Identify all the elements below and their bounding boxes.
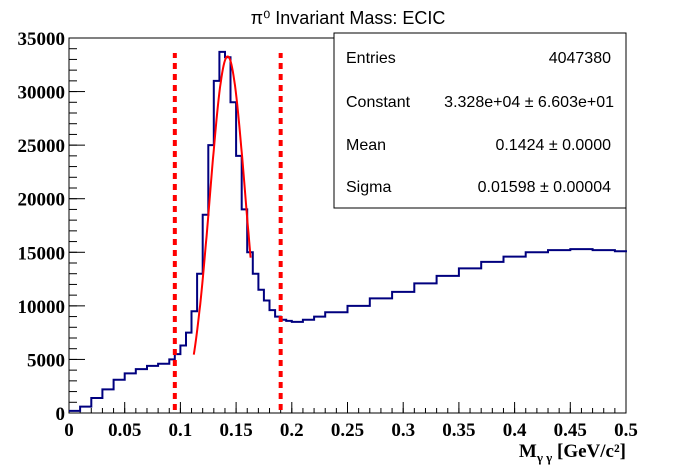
x-tick-label: 0.5 bbox=[614, 420, 638, 441]
y-tick-label: 5000 bbox=[27, 350, 65, 371]
y-tick-label: 30000 bbox=[18, 83, 66, 104]
x-tick-label: 0 bbox=[64, 420, 74, 441]
x-axis-label: Mγ γ [GeV/c²] bbox=[519, 441, 626, 465]
y-tick-label: 10000 bbox=[18, 297, 66, 318]
stats-constant-value: 3.328e+04 ± 6.603e+01 bbox=[444, 94, 614, 111]
y-tick-label: 20000 bbox=[18, 190, 66, 211]
x-axis-label-unit: [GeV/c²] bbox=[552, 441, 626, 462]
stats-entries-value: 4047380 bbox=[549, 50, 611, 67]
histogram-layer bbox=[69, 50, 627, 412]
stats-entries-label: Entries bbox=[346, 50, 396, 67]
x-tick-label: 0.4 bbox=[503, 420, 527, 441]
fit-layer bbox=[192, 55, 252, 355]
stats-box-frame bbox=[333, 32, 627, 209]
x-axis-label-sub: γ γ bbox=[536, 450, 552, 465]
x-axis-label-main: M bbox=[519, 441, 537, 462]
y-tick-label: 35000 bbox=[18, 29, 66, 50]
x-tick-label: 0.05 bbox=[108, 420, 141, 441]
gaussian-fit-curve bbox=[192, 55, 252, 355]
y-tick-label: 0 bbox=[56, 404, 66, 425]
stats-mean-value: 0.1424 ± 0.0000 bbox=[495, 137, 611, 154]
x-tick-label: 0.45 bbox=[554, 420, 587, 441]
x-tick-label: 0.15 bbox=[219, 420, 252, 441]
axis-ticks: 0 0.05 0.1 0.15 0.2 0.25 0.3 0.35 0.4 0.45 0.5 0 500… bbox=[18, 29, 638, 441]
x-tick-label: 0.25 bbox=[331, 420, 364, 441]
stats-box: Entries 4047380 Constant 3.328e+04 ± 6.6… bbox=[333, 32, 627, 209]
x-tick-label: 0.3 bbox=[391, 420, 415, 441]
y-tick-label: 15000 bbox=[18, 243, 66, 264]
x-tick-label: 0.2 bbox=[280, 420, 304, 441]
y-tick-label: 25000 bbox=[18, 136, 66, 157]
stats-constant-label: Constant bbox=[346, 94, 411, 111]
cut-lines-layer bbox=[172, 53, 283, 410]
chart-title: π⁰ Invariant Mass: ECIC bbox=[251, 8, 446, 28]
stats-mean-label: Mean bbox=[346, 137, 386, 154]
stats-sigma-label: Sigma bbox=[346, 179, 391, 196]
stats-sigma-value: 0.01598 ± 0.00004 bbox=[478, 179, 611, 196]
x-tick-label: 0.35 bbox=[442, 420, 475, 441]
histogram-series bbox=[69, 50, 627, 412]
x-tick-label: 0.1 bbox=[169, 420, 193, 441]
